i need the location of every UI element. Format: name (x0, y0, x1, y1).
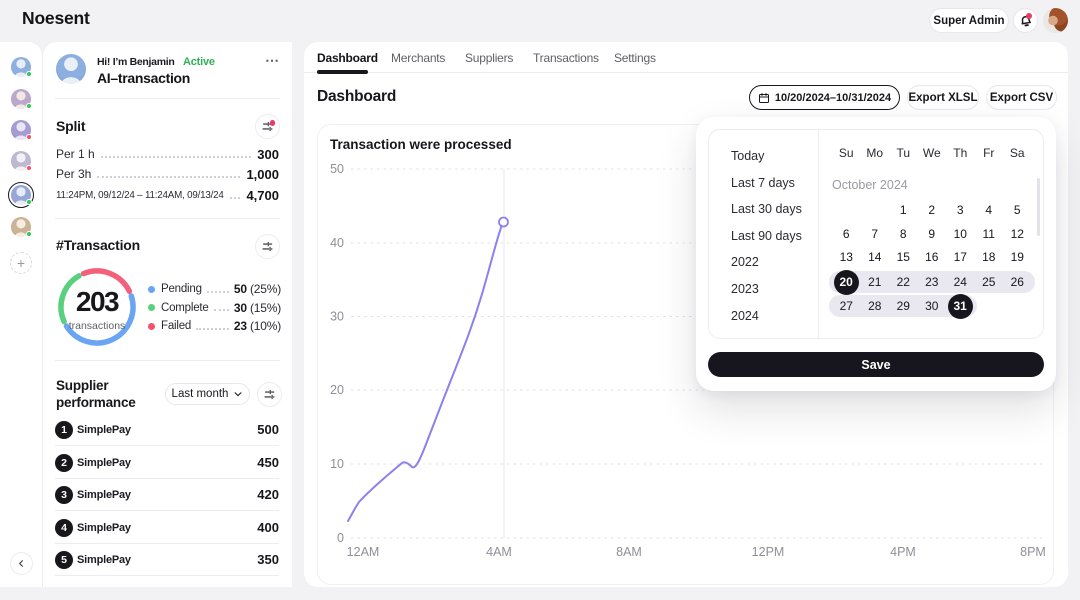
svg-text:4PM: 4PM (890, 545, 916, 559)
svg-text:8PM: 8PM (1020, 545, 1046, 559)
svg-text:50: 50 (330, 162, 344, 176)
svg-text:12PM: 12PM (752, 545, 785, 559)
svg-text:0: 0 (337, 531, 344, 545)
svg-text:4AM: 4AM (486, 545, 512, 559)
svg-text:20: 20 (330, 383, 344, 397)
svg-text:40: 40 (330, 236, 344, 250)
svg-text:8AM: 8AM (616, 545, 642, 559)
svg-text:12AM: 12AM (347, 545, 380, 559)
svg-text:30: 30 (330, 310, 344, 324)
svg-text:10: 10 (330, 457, 344, 471)
